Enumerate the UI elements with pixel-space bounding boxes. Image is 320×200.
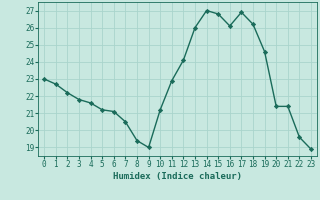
X-axis label: Humidex (Indice chaleur): Humidex (Indice chaleur) — [113, 172, 242, 181]
